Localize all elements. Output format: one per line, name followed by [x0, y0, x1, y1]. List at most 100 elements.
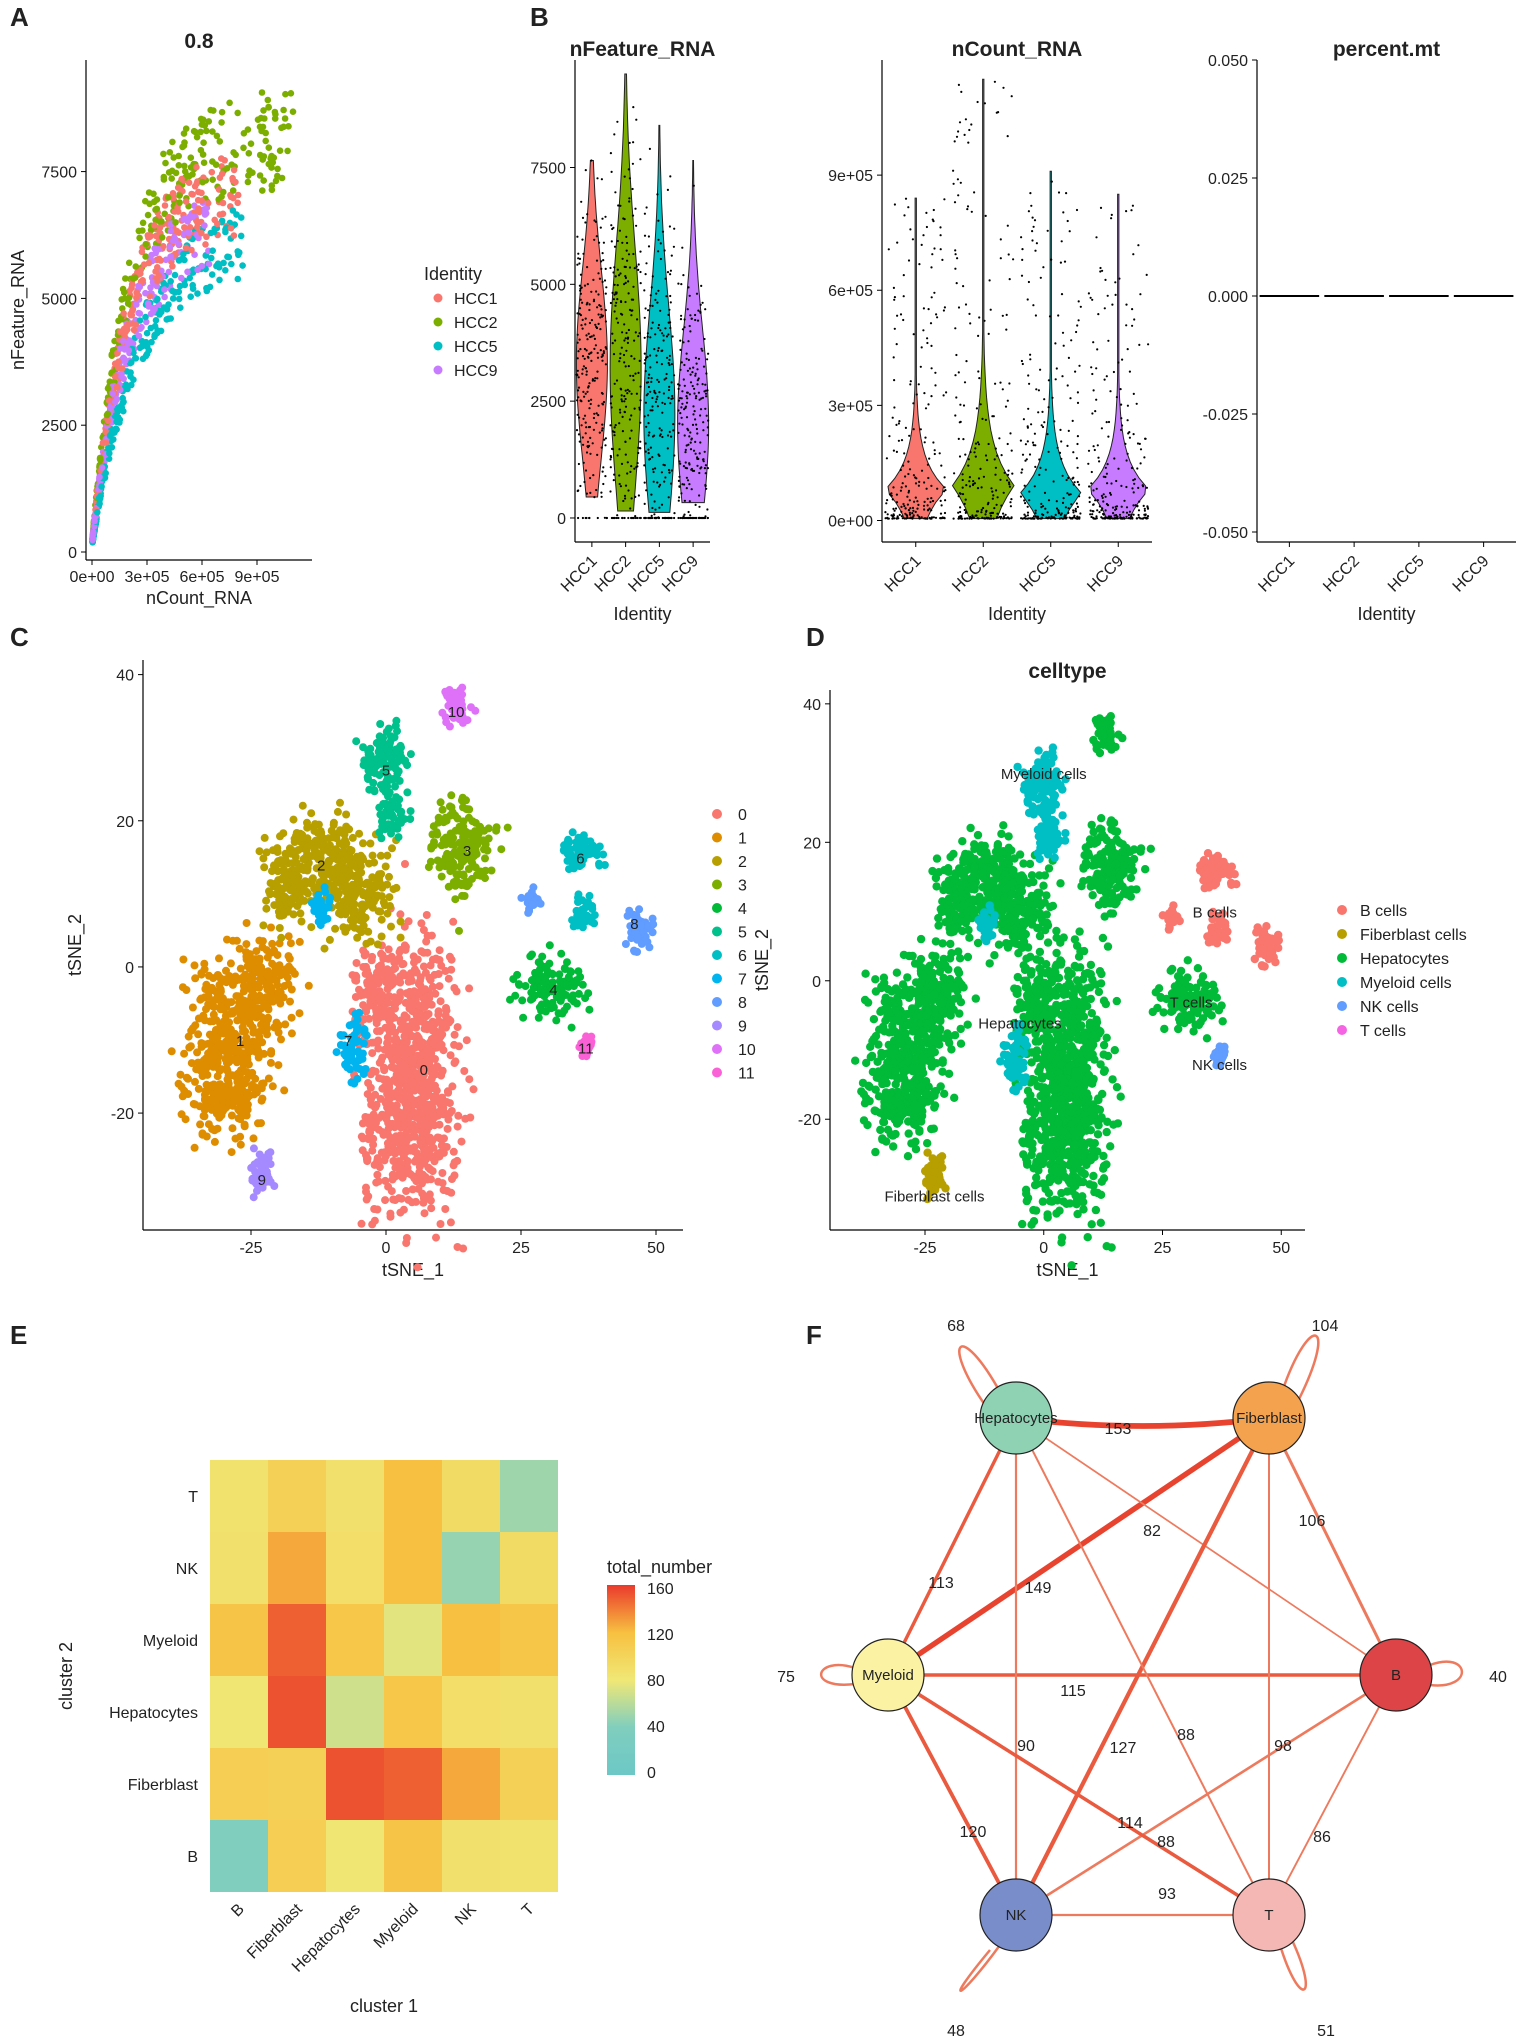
tsne-point: [243, 1089, 252, 1098]
jitter-point: [651, 506, 654, 510]
y-tick-label: 0.025: [1208, 171, 1248, 188]
data-point: [197, 128, 204, 136]
jitter-point: [1024, 459, 1027, 462]
jitter-point: [1065, 478, 1068, 482]
tsne-point: [236, 1140, 245, 1149]
jitter-point: [1076, 391, 1079, 394]
jitter-point: [1032, 225, 1035, 228]
jitter-point: [1104, 278, 1107, 281]
jitter-point: [1061, 375, 1064, 378]
jitter-point: [1051, 516, 1054, 519]
tsne-point: [448, 1082, 457, 1091]
jitter-point: [613, 266, 616, 269]
tsne-point: [284, 932, 293, 941]
jitter-point: [930, 344, 933, 347]
jitter-point: [911, 238, 915, 241]
jitter-point: [966, 517, 969, 520]
jitter-point: [589, 402, 592, 406]
tsne-point: [446, 1051, 455, 1060]
tsne-point: [286, 939, 295, 948]
tsne-point: [391, 964, 400, 973]
data-point: [112, 425, 120, 433]
jitter-point: [650, 327, 653, 330]
tsne-point: [423, 931, 432, 940]
jitter-point: [1034, 511, 1037, 515]
jitter-point: [1076, 324, 1079, 327]
jitter-point: [1098, 510, 1101, 514]
jitter-point: [588, 516, 591, 520]
jitter-point: [1119, 388, 1122, 391]
jitter-point: [602, 466, 605, 469]
data-point: [103, 411, 111, 419]
tsne-point: [389, 1138, 398, 1147]
jitter-point: [961, 478, 964, 482]
tsne-point: [362, 990, 371, 998]
jitter-point: [688, 294, 691, 297]
jitter-point: [694, 318, 697, 322]
y-tick-label: 9e+05: [828, 168, 873, 185]
jitter-point: [678, 422, 681, 425]
jitter-point: [1078, 517, 1081, 520]
data-point: [162, 159, 169, 167]
jitter-point: [904, 485, 908, 488]
jitter-point: [668, 225, 672, 228]
tsne-point: [364, 927, 373, 936]
jitter-point: [593, 347, 596, 350]
jitter-point: [696, 432, 699, 435]
tsne-point: [257, 963, 266, 972]
data-point: [180, 142, 188, 149]
jitter-point: [922, 234, 925, 237]
jitter-point: [1099, 270, 1102, 273]
tsne-point: [392, 1036, 401, 1045]
jitter-point: [1033, 432, 1036, 435]
jitter-point: [652, 480, 655, 483]
jitter-point: [578, 440, 581, 443]
jitter-point: [582, 390, 585, 393]
jitter-point: [1029, 358, 1032, 361]
jitter-point: [917, 503, 920, 506]
jitter-point: [974, 442, 978, 445]
jitter-point: [616, 239, 619, 243]
tsne-point: [233, 1016, 242, 1025]
jitter-point: [636, 516, 639, 520]
jitter-point: [624, 497, 627, 500]
jitter-point: [1028, 382, 1031, 385]
tsne-point: [388, 1170, 397, 1179]
tsne-point: [264, 1074, 273, 1083]
jitter-point: [1139, 448, 1143, 451]
tsne-point: [381, 1152, 390, 1161]
legend-key: [433, 365, 443, 375]
jitter-point: [649, 457, 652, 460]
tsne-point: [342, 822, 351, 831]
jitter-point: [620, 346, 623, 349]
jitter-point: [665, 372, 668, 376]
jitter-point: [955, 282, 958, 285]
tsne-point: [351, 993, 360, 1001]
jitter-point: [637, 451, 640, 455]
legend-title: Identity: [424, 264, 482, 284]
jitter-point: [1010, 95, 1013, 98]
jitter-point: [592, 334, 595, 337]
data-point: [169, 138, 176, 146]
jitter-point: [1053, 420, 1056, 423]
tsne-point: [400, 1011, 409, 1020]
y-tick-label: 0.050: [1208, 53, 1248, 70]
data-point: [219, 199, 227, 207]
tsne-point: [224, 1071, 233, 1080]
jitter-point: [616, 268, 619, 271]
tsne-point: [368, 1066, 377, 1075]
jitter-point: [1077, 483, 1081, 486]
jitter-point: [669, 175, 672, 178]
jitter-point: [604, 363, 608, 366]
jitter-point: [908, 499, 911, 502]
jitter-point: [656, 301, 659, 304]
jitter-point: [1071, 517, 1074, 520]
data-point: [176, 282, 184, 290]
violin: [643, 124, 676, 513]
jitter-point: [685, 476, 689, 479]
jitter-point: [956, 178, 960, 181]
jitter-point: [623, 410, 626, 413]
tsne-point: [248, 999, 257, 1008]
jitter-point: [1096, 499, 1099, 502]
tsne-point: [325, 935, 334, 944]
